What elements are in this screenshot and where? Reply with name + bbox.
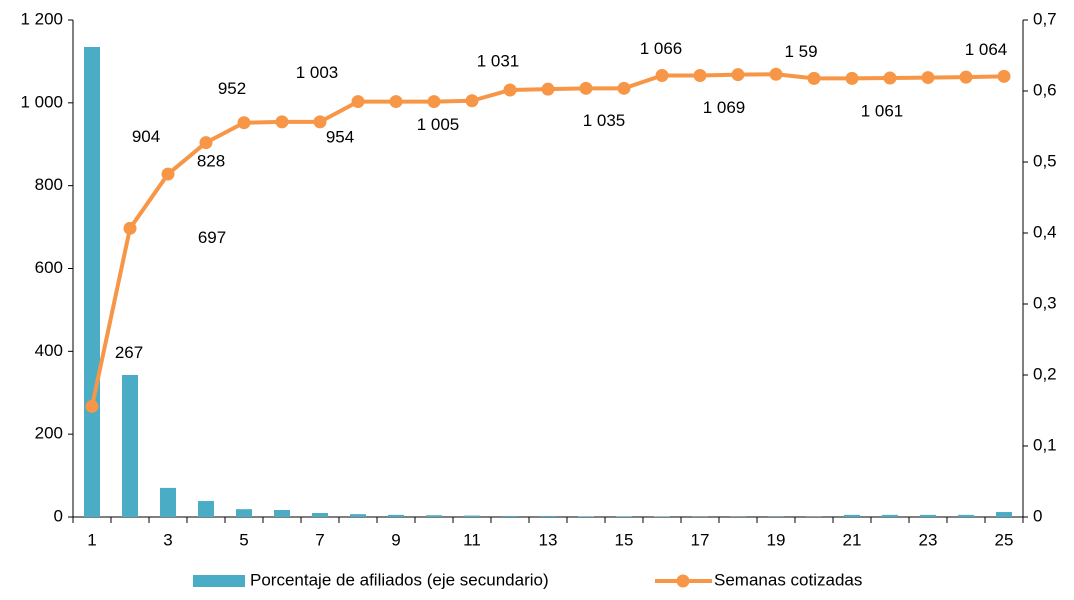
marker bbox=[123, 221, 137, 235]
marker bbox=[237, 116, 251, 130]
data-label: 904 bbox=[132, 127, 160, 146]
bar bbox=[844, 514, 860, 517]
data-label: 267 bbox=[115, 343, 143, 362]
marker bbox=[427, 95, 441, 109]
bar bbox=[958, 514, 974, 517]
bar bbox=[274, 509, 290, 517]
y-tick-label: 1 000 bbox=[20, 92, 63, 111]
y-tick-label: 0 bbox=[54, 506, 63, 525]
x-tick-label: 5 bbox=[239, 530, 248, 549]
marker bbox=[959, 70, 973, 84]
bar bbox=[540, 515, 556, 517]
y2-tick-label: 0 bbox=[1033, 506, 1042, 525]
bar bbox=[502, 515, 518, 517]
data-label: 1 066 bbox=[640, 39, 683, 58]
x-tick-label: 13 bbox=[539, 530, 558, 549]
marker bbox=[921, 71, 935, 85]
y2-tick-label: 0,6 bbox=[1033, 80, 1057, 99]
bar bbox=[160, 487, 176, 517]
marker bbox=[617, 81, 631, 95]
bar bbox=[122, 375, 138, 517]
bar bbox=[616, 516, 632, 517]
y2-tick-label: 0,7 bbox=[1033, 9, 1057, 28]
x-tick-label: 25 bbox=[995, 530, 1014, 549]
data-label: 828 bbox=[197, 152, 225, 171]
data-label: 1 061 bbox=[861, 101, 904, 120]
marker bbox=[997, 69, 1011, 83]
x-tick-label: 19 bbox=[767, 530, 786, 549]
data-label: 1 069 bbox=[703, 98, 746, 117]
data-label: 1 59 bbox=[784, 42, 817, 61]
legend-label: Porcentaje de afiliados (eje secundario) bbox=[250, 570, 549, 589]
marker bbox=[541, 82, 555, 96]
x-tick-label: 21 bbox=[843, 530, 862, 549]
bar bbox=[882, 514, 898, 517]
bar bbox=[312, 513, 328, 517]
y-tick-label: 600 bbox=[35, 258, 63, 277]
marker bbox=[85, 399, 99, 413]
y2-tick-label: 0,3 bbox=[1033, 293, 1057, 312]
marker bbox=[579, 81, 593, 95]
data-label: 1 031 bbox=[477, 51, 520, 70]
data-label: 1 035 bbox=[583, 111, 626, 130]
y2-tick-label: 0,4 bbox=[1033, 222, 1057, 241]
x-tick-label: 7 bbox=[315, 530, 324, 549]
bar bbox=[920, 514, 936, 517]
data-label: 1 003 bbox=[296, 63, 339, 82]
marker bbox=[351, 95, 365, 109]
marker bbox=[845, 71, 859, 85]
y2-tick-label: 0,2 bbox=[1033, 364, 1057, 383]
legend-label: Semanas cotizadas bbox=[714, 570, 862, 589]
marker bbox=[693, 68, 707, 82]
data-label: 1 005 bbox=[417, 115, 460, 134]
bar bbox=[236, 509, 252, 517]
x-tick-label: 11 bbox=[463, 530, 481, 549]
bar bbox=[996, 512, 1012, 517]
y-tick-label: 800 bbox=[35, 175, 63, 194]
x-tick-label: 23 bbox=[919, 530, 938, 549]
marker bbox=[731, 68, 745, 82]
legend-swatch bbox=[193, 575, 245, 587]
x-tick-label: 9 bbox=[391, 530, 400, 549]
marker bbox=[769, 67, 783, 81]
marker bbox=[465, 94, 479, 108]
marker bbox=[503, 83, 517, 97]
data-label: 952 bbox=[218, 79, 246, 98]
x-tick-label: 17 bbox=[691, 530, 710, 549]
marker bbox=[883, 71, 897, 85]
marker bbox=[275, 115, 289, 129]
data-label: 697 bbox=[198, 228, 226, 247]
marker bbox=[199, 136, 213, 150]
x-tick-label: 15 bbox=[615, 530, 634, 549]
marker bbox=[313, 115, 327, 129]
marker bbox=[389, 95, 403, 109]
x-tick-label: 1 bbox=[87, 530, 96, 549]
data-label: 954 bbox=[326, 127, 354, 146]
bar bbox=[578, 516, 594, 517]
bar bbox=[464, 515, 480, 517]
y2-tick-label: 0,1 bbox=[1033, 435, 1057, 454]
data-label: 1 064 bbox=[965, 40, 1008, 59]
marker bbox=[655, 68, 669, 82]
bar bbox=[84, 46, 100, 517]
bar bbox=[388, 514, 404, 517]
y2-tick-label: 0,5 bbox=[1033, 151, 1057, 170]
bar bbox=[198, 501, 214, 517]
marker bbox=[807, 71, 821, 85]
legend-swatch bbox=[676, 574, 690, 588]
y-tick-label: 200 bbox=[35, 424, 63, 443]
line bbox=[90, 72, 1005, 407]
x-tick-label: 3 bbox=[163, 530, 172, 549]
marker bbox=[161, 167, 175, 181]
y-tick-label: 400 bbox=[35, 341, 63, 360]
y-tick-label: 1 200 bbox=[20, 9, 63, 28]
bar bbox=[426, 515, 442, 517]
bar bbox=[350, 514, 366, 517]
